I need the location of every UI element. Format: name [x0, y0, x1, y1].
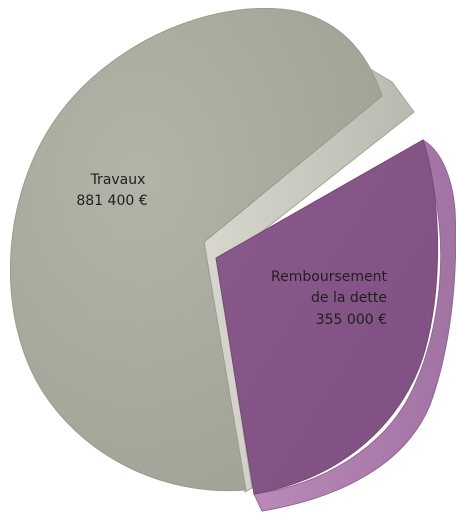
slice-travaux: Travaux 881 400 € — [9, 8, 415, 493]
slice-value-travaux: 881 400 € — [76, 193, 147, 209]
slice-travaux-top — [9, 8, 383, 492]
slice-label-travaux: Travaux — [90, 172, 146, 188]
slice-remboursement: Remboursement de la dette 355 000 € — [215, 139, 456, 512]
slice-label-remboursement-line1: Remboursement — [271, 269, 387, 285]
slice-value-remboursement: 355 000 € — [316, 312, 387, 328]
slice-label-remboursement-line2: de la dette — [311, 290, 387, 306]
slice-remboursement-top — [215, 139, 439, 495]
